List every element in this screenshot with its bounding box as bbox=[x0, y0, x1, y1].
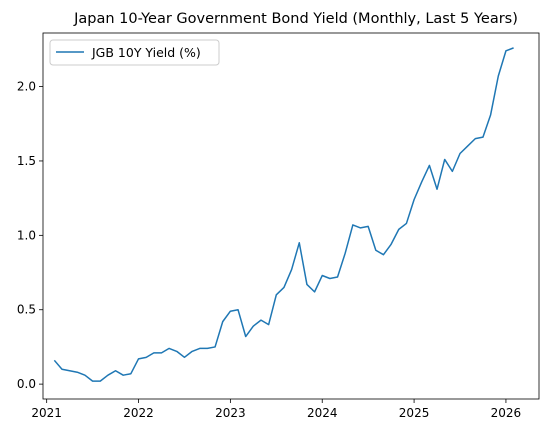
x-tick-label: 2021 bbox=[31, 406, 62, 420]
plot-frame bbox=[42, 32, 540, 400]
y-tick-label: 1.5 bbox=[17, 154, 36, 168]
y-tick-label: 0.0 bbox=[17, 377, 36, 391]
y-tick-label: 1.0 bbox=[17, 228, 36, 242]
x-tick-label: 2025 bbox=[399, 406, 430, 420]
y-axis: 0.0 0.5 1.0 1.5 2.0 bbox=[17, 80, 43, 391]
series-line bbox=[53, 47, 514, 382]
y-tick-label: 0.5 bbox=[17, 303, 36, 317]
series-layer bbox=[53, 47, 514, 382]
legend-label: JGB 10Y Yield (%) bbox=[91, 45, 201, 60]
x-tick-label: 2023 bbox=[215, 406, 246, 420]
plot-area bbox=[43, 33, 539, 399]
x-tick-label: 2024 bbox=[307, 406, 338, 420]
legend-box bbox=[49, 39, 220, 66]
x-axis: 2021 2022 2023 2024 2025 2026 bbox=[31, 399, 521, 420]
x-tick-label: 2022 bbox=[123, 406, 154, 420]
chart-title: Japan 10-Year Government Bond Yield (Mon… bbox=[73, 11, 518, 27]
x-tick-label: 2026 bbox=[491, 406, 522, 420]
legend: JGB 10Y Yield (%) bbox=[49, 39, 220, 66]
y-tick-label: 2.0 bbox=[17, 80, 36, 94]
